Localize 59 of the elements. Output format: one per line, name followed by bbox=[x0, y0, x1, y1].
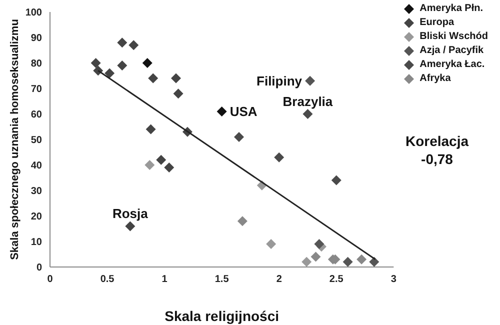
legend-label: Bliski Wschód bbox=[420, 30, 488, 44]
annotation: Brazylia bbox=[282, 94, 334, 109]
point bbox=[164, 162, 174, 173]
point bbox=[356, 254, 367, 264]
point bbox=[302, 256, 312, 267]
x-tick-label: 2 bbox=[276, 274, 282, 286]
y-tick-label: 70 bbox=[30, 84, 42, 96]
y-tick-label: 100 bbox=[25, 8, 42, 19]
y-tick-label: 60 bbox=[30, 110, 42, 121]
point bbox=[310, 252, 321, 262]
y-tick-label: 0 bbox=[36, 262, 42, 274]
point bbox=[148, 73, 158, 84]
legend-label: Ameryka Płn. bbox=[420, 2, 484, 16]
legend-label: Azja / Pacyfik bbox=[420, 44, 484, 58]
point bbox=[117, 60, 128, 71]
x-axis-title: Skala religijności bbox=[164, 308, 280, 324]
y-tick-label: 80 bbox=[30, 58, 42, 70]
x-tick-label: 1.5 bbox=[214, 274, 230, 286]
y-tick-label: 30 bbox=[30, 186, 42, 198]
point bbox=[125, 221, 136, 232]
point bbox=[234, 132, 244, 142]
y-tick-label: 50 bbox=[30, 135, 42, 146]
annotation: Filipiny bbox=[256, 73, 303, 88]
x-tick-label: 2.5 bbox=[329, 274, 344, 286]
point bbox=[305, 76, 316, 86]
x-tick-label: 0 bbox=[47, 274, 54, 286]
point bbox=[146, 124, 156, 134]
point bbox=[171, 73, 181, 84]
point bbox=[216, 106, 227, 116]
y-axis-title: Skala społecznego uznania homoseksualizmu bbox=[8, 19, 21, 260]
annotation: Rosja bbox=[112, 206, 149, 222]
point bbox=[156, 154, 166, 165]
y-tick-label: 40 bbox=[30, 160, 42, 172]
x-tick-label: 0.5 bbox=[100, 274, 115, 286]
point bbox=[331, 175, 342, 186]
legend-label: Afryka bbox=[420, 72, 451, 86]
point bbox=[237, 216, 248, 226]
point bbox=[369, 256, 380, 267]
point bbox=[173, 88, 184, 99]
y-tick-label: 10 bbox=[30, 237, 42, 248]
text: Korelacja -0,78 bbox=[404, 132, 470, 168]
annotation: USA bbox=[230, 104, 258, 120]
point bbox=[314, 239, 324, 250]
x-tick-label: 1 bbox=[162, 274, 168, 286]
point bbox=[342, 256, 353, 267]
legend-label: Europa bbox=[420, 16, 454, 30]
y-tick-label: 90 bbox=[30, 33, 42, 44]
point bbox=[144, 160, 155, 170]
y-tick-label: 20 bbox=[30, 212, 42, 223]
point bbox=[128, 40, 139, 50]
point bbox=[302, 109, 313, 119]
point bbox=[90, 58, 101, 68]
point bbox=[104, 68, 115, 78]
point bbox=[142, 58, 152, 68]
point bbox=[266, 239, 276, 250]
legend-label: Ameryka Łac. bbox=[420, 58, 485, 72]
x-tick-label: 3 bbox=[390, 274, 397, 286]
point bbox=[117, 38, 128, 48]
point bbox=[274, 152, 284, 162]
